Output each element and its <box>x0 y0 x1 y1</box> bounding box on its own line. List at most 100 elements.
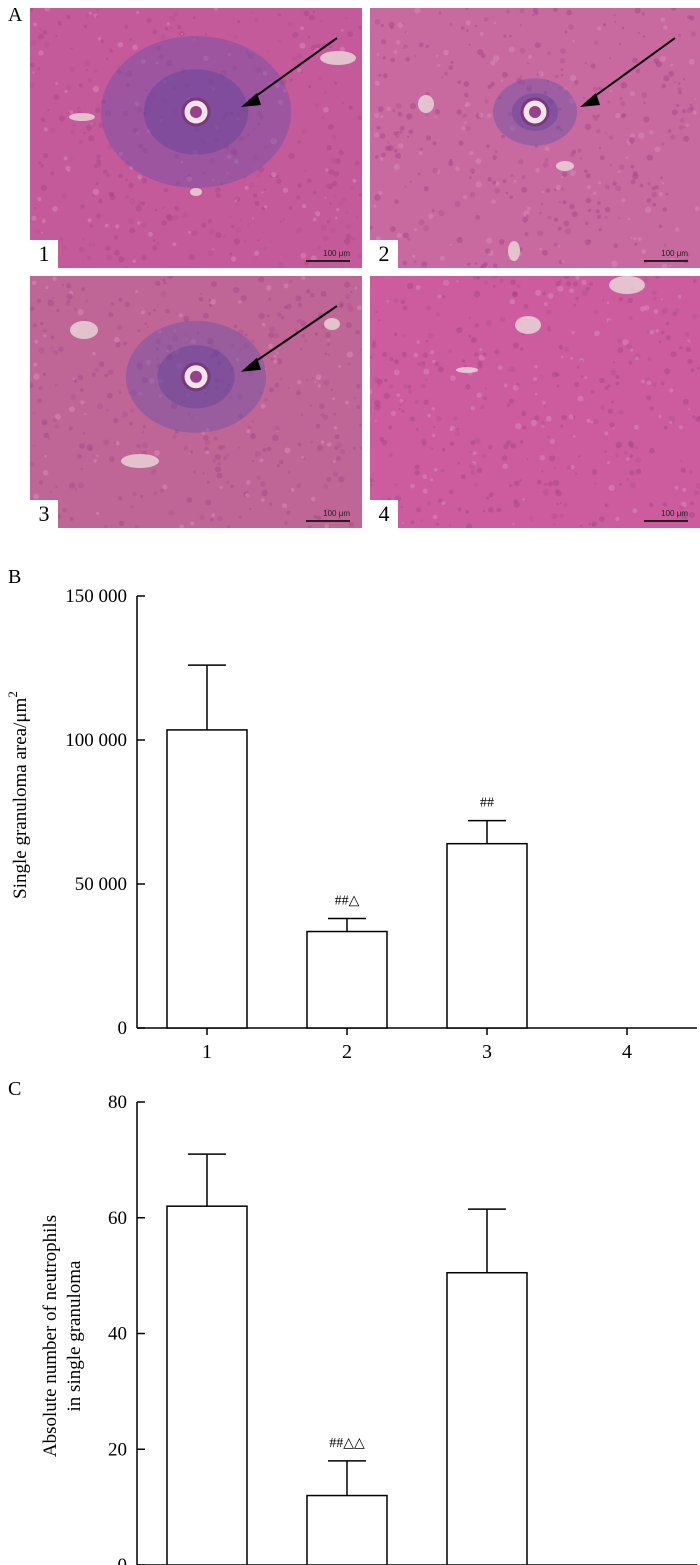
tissue-cell <box>397 22 404 28</box>
tissue-cell <box>396 130 400 134</box>
tissue-cell <box>321 440 325 444</box>
tissue-cell <box>632 171 638 176</box>
vessel-space <box>418 95 434 113</box>
tissue-cell <box>469 462 475 469</box>
tissue-cell <box>588 522 592 526</box>
tissue-cell <box>279 459 284 465</box>
tissue-cell <box>357 115 362 121</box>
tissue-cell <box>136 200 142 207</box>
tissue-cell <box>686 107 693 114</box>
tissue-cell <box>276 351 279 355</box>
tissue-cell <box>511 291 518 298</box>
tissue-cell <box>526 214 529 218</box>
tissue-cell <box>584 123 592 131</box>
tissue-cell <box>379 436 385 442</box>
tissue-cell <box>128 182 134 189</box>
tissue-cell <box>597 201 601 205</box>
tissue-cell <box>222 456 228 461</box>
tissue-cell <box>295 390 301 396</box>
tissue-cell <box>675 227 680 232</box>
tissue-cell <box>130 408 135 413</box>
tissue-cell <box>50 171 55 176</box>
tissue-cell <box>371 343 377 349</box>
tissue-cell <box>251 339 255 343</box>
tissue-cell <box>510 279 516 286</box>
tissue-cell <box>65 283 72 289</box>
tissue-cell <box>388 21 395 28</box>
tissue-cell <box>296 195 301 200</box>
x-tick-label: 1 <box>202 1041 212 1060</box>
tissue-cell <box>422 488 428 494</box>
tissue-cell <box>180 160 184 164</box>
tissue-cell <box>255 67 262 73</box>
tissue-cell <box>492 55 500 62</box>
tissue-cell <box>182 212 188 218</box>
tissue-cell <box>207 218 212 223</box>
tissue-cell <box>173 11 179 17</box>
tissue-cell <box>259 115 264 120</box>
tissue-cell <box>135 205 142 212</box>
tissue-cell <box>689 104 693 107</box>
tissue-cell <box>397 111 403 117</box>
tissue-cell <box>576 365 580 369</box>
tissue-cell <box>598 181 602 185</box>
tissue-cell <box>418 42 424 48</box>
tissue-cell <box>339 448 346 455</box>
tissue-cell <box>287 470 291 474</box>
tissue-cell <box>138 392 142 396</box>
tissue-cell <box>333 194 336 197</box>
tissue-cell <box>472 451 477 456</box>
tissue-cell <box>69 516 74 521</box>
tissue-cell <box>660 381 665 386</box>
tissue-cell <box>465 509 470 514</box>
tissue-cell <box>215 187 221 193</box>
tissue-cell <box>534 42 541 49</box>
tissue-cell <box>395 103 402 109</box>
tissue-cell <box>593 309 598 314</box>
tissue-cell <box>403 384 408 389</box>
tissue-cell <box>515 423 522 430</box>
tissue-cell <box>660 298 663 301</box>
tissue-cell <box>220 70 227 77</box>
tissue-cell <box>649 329 655 335</box>
tissue-cell <box>129 198 136 205</box>
tissue-cell <box>402 232 409 239</box>
tissue-cell <box>287 387 290 390</box>
tissue-cell <box>184 333 187 336</box>
tissue-cell <box>171 403 178 410</box>
tissue-cell <box>461 126 466 131</box>
tissue-cell <box>484 387 487 390</box>
tissue-cell <box>502 179 507 184</box>
tissue-cell <box>339 46 345 52</box>
tissue-cell <box>448 349 452 353</box>
tissue-cell <box>156 363 162 369</box>
micrograph-4-label: 4 <box>370 500 398 528</box>
tissue-cell <box>544 146 550 152</box>
tissue-cell <box>104 110 111 117</box>
tissue-cell <box>476 392 482 398</box>
tissue-cell <box>394 199 399 204</box>
tissue-cell <box>503 383 508 388</box>
tissue-cell <box>508 46 515 53</box>
tissue-cell <box>551 513 558 520</box>
tissue-cell <box>147 312 151 316</box>
tissue-cell <box>586 418 591 423</box>
tissue-cell <box>185 338 188 341</box>
tissue-cell <box>631 179 636 184</box>
tissue-cell <box>501 455 508 461</box>
tissue-cell <box>335 158 341 165</box>
tissue-cell <box>526 206 531 211</box>
tissue-cell <box>267 49 270 53</box>
tissue-cell <box>455 431 461 437</box>
tissue-cell <box>598 86 602 91</box>
tissue-cell <box>350 186 354 190</box>
tissue-cell <box>31 280 37 286</box>
tissue-cell <box>532 13 535 17</box>
tissue-cell <box>297 302 303 308</box>
tissue-cell <box>177 25 182 30</box>
tissue-cell <box>345 293 351 300</box>
tissue-cell <box>585 197 592 204</box>
tissue-cell <box>414 228 417 232</box>
tissue-cell <box>224 81 231 88</box>
tissue-cell <box>288 152 295 160</box>
